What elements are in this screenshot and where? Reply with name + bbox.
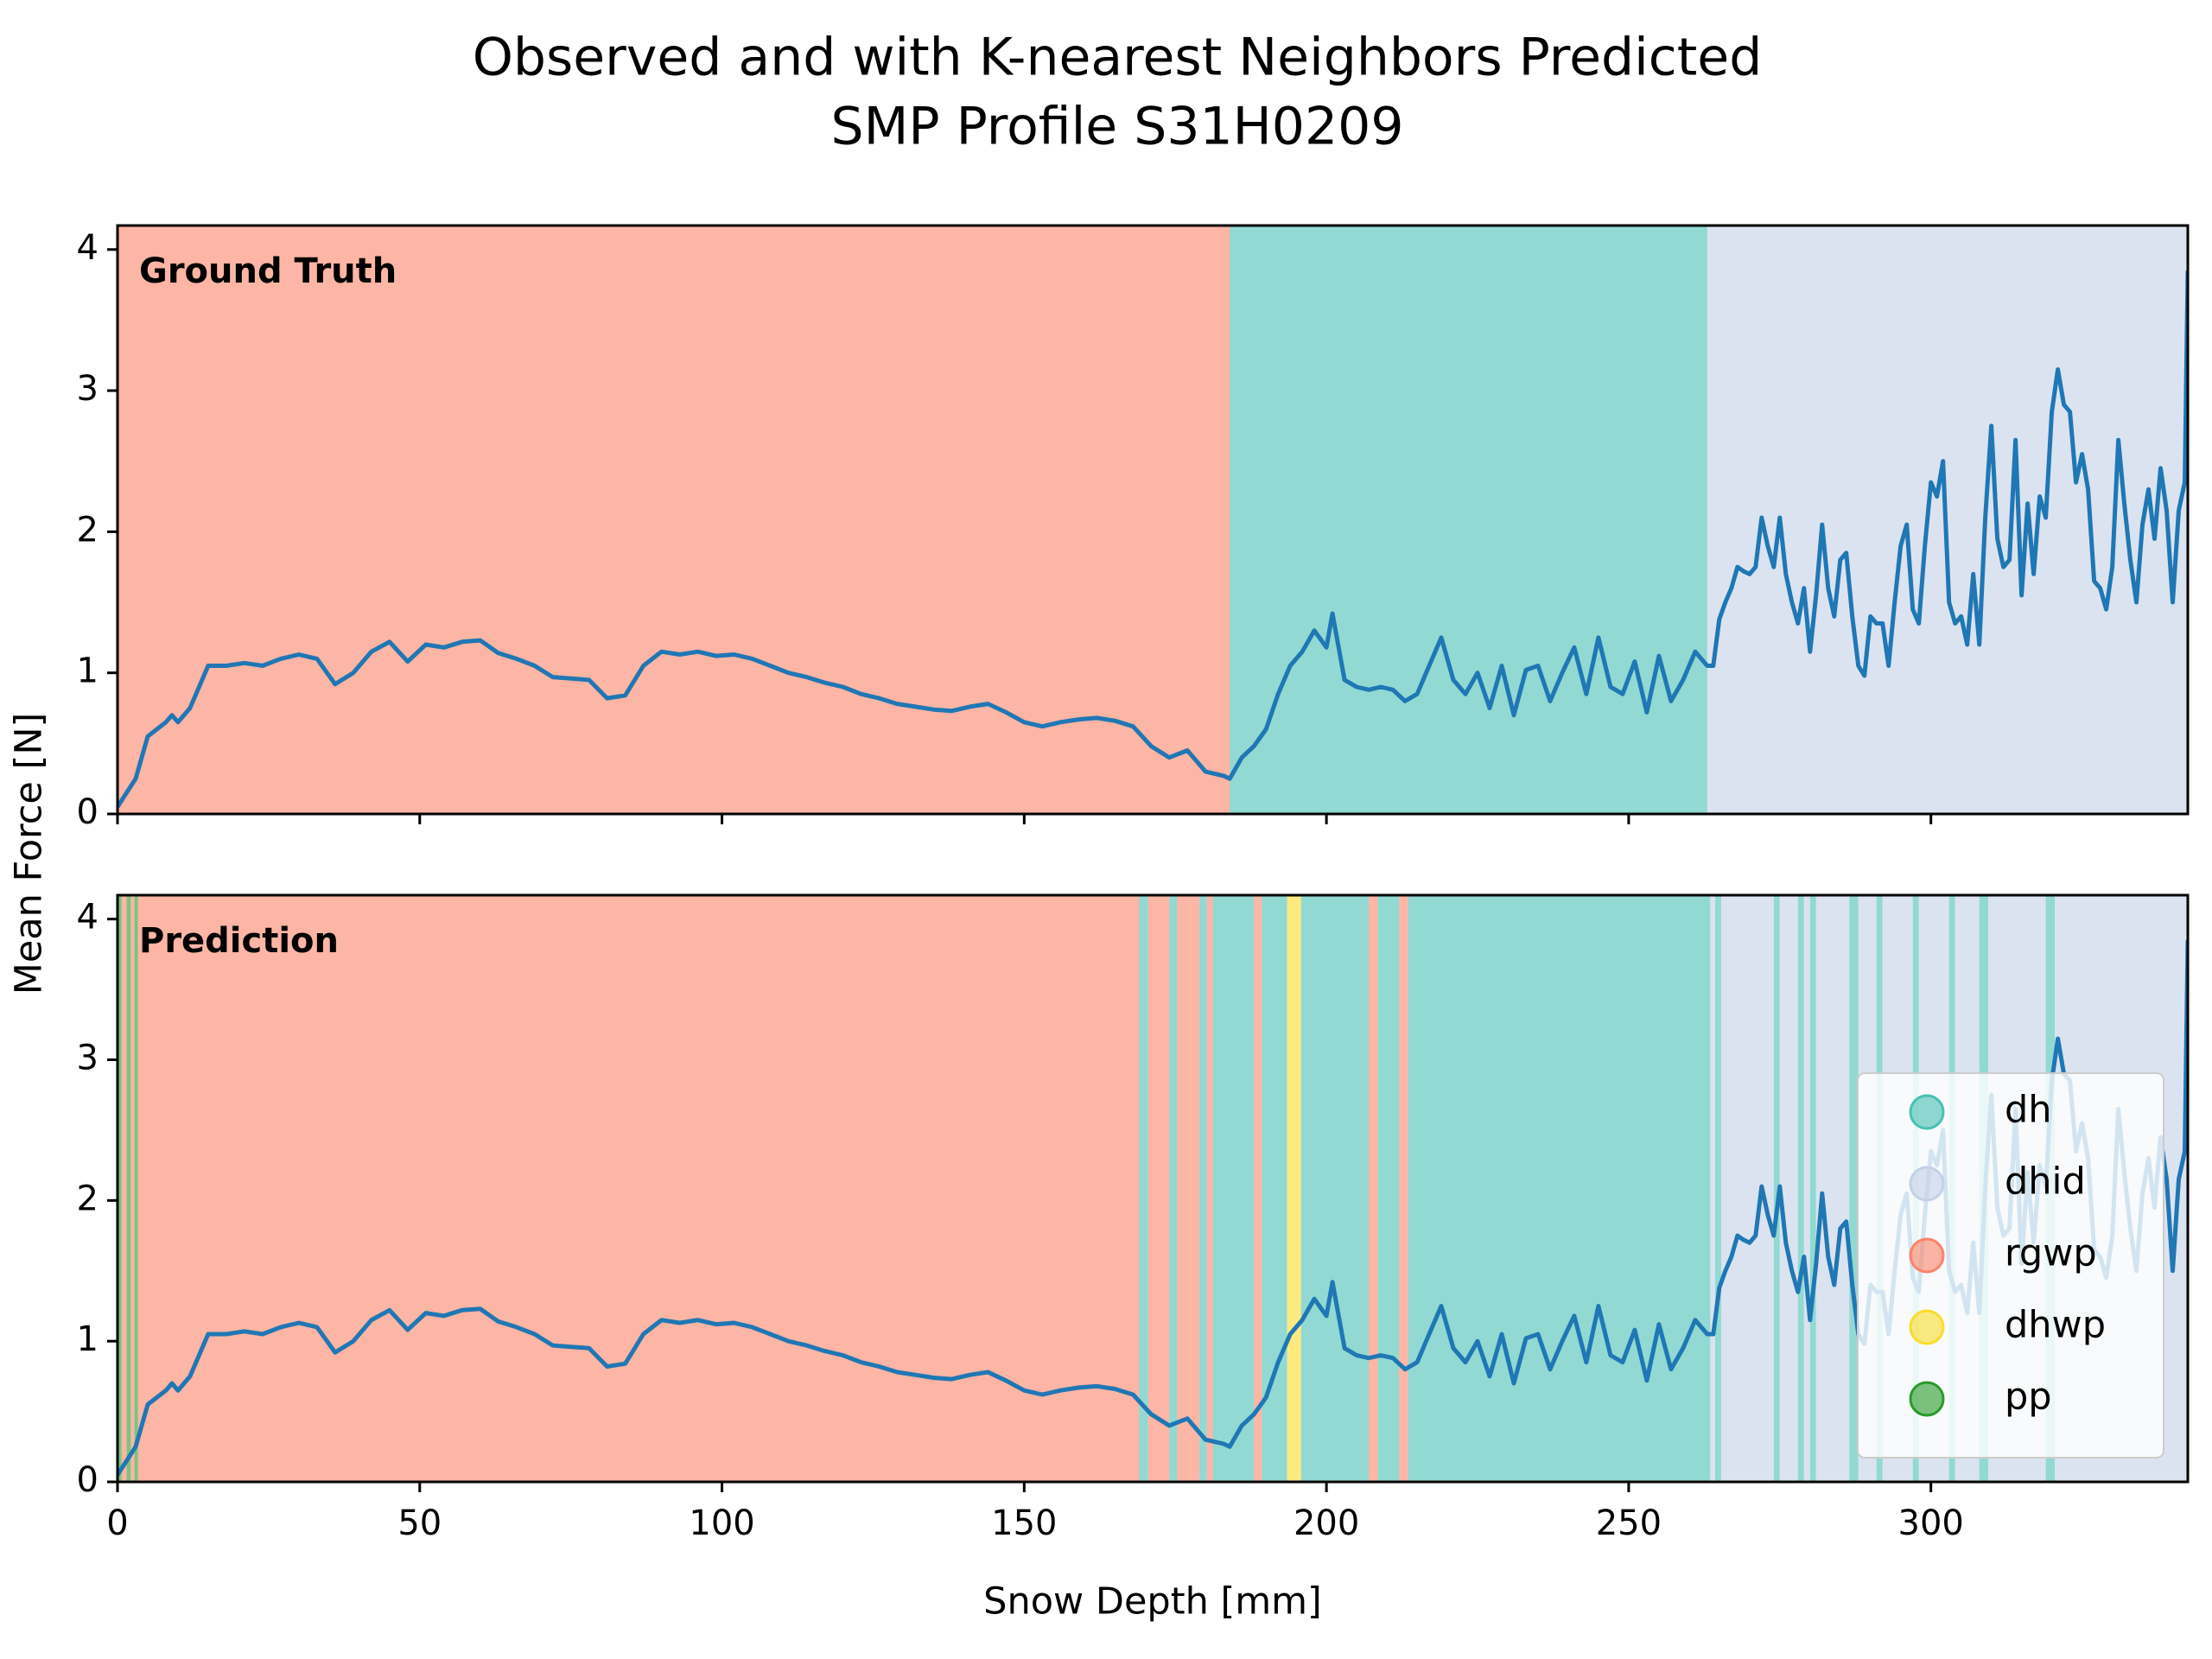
class-span — [1212, 895, 1255, 1482]
legend-marker — [1909, 1166, 1945, 1202]
class-span — [1206, 895, 1213, 1482]
y-tick-label: 2 — [77, 1179, 99, 1218]
legend-marker — [1909, 1094, 1945, 1130]
y-tick-label: 4 — [77, 228, 99, 268]
plot-area — [118, 895, 2188, 1482]
y-axis-label: Mean Force [N] — [8, 713, 51, 995]
panel-label: Prediction — [139, 921, 339, 961]
class-span — [1169, 895, 1178, 1482]
class-span — [1300, 895, 1370, 1482]
y-tick-label: 3 — [77, 1039, 99, 1078]
class-span — [1773, 895, 1780, 1482]
class-span — [130, 895, 135, 1482]
class-span — [1230, 226, 1707, 814]
chart-subtitle: SMP Profile S31H0209 — [831, 97, 1404, 157]
x-tick-label: 250 — [1596, 1503, 1662, 1543]
class-span — [1779, 895, 1798, 1482]
y-tick-label: 1 — [77, 652, 99, 691]
x-tick-label: 50 — [397, 1503, 442, 1543]
legend-label: dh — [2005, 1089, 2052, 1132]
legend-label: dhid — [2005, 1160, 2086, 1204]
class-span — [118, 226, 1230, 814]
x-tick-label: 300 — [1898, 1503, 1964, 1543]
class-span — [1710, 895, 1715, 1482]
x-tick-label: 200 — [1294, 1503, 1359, 1543]
class-span — [134, 895, 138, 1482]
class-span — [1849, 895, 1859, 1482]
class-span — [1199, 895, 1207, 1482]
axes-frame — [116, 893, 2190, 1484]
legend-label: dhwp — [2005, 1304, 2106, 1347]
legend-marker — [1909, 1309, 1945, 1345]
y-tick-label: 0 — [77, 1460, 99, 1500]
legend-label: pp — [2005, 1376, 2052, 1419]
class-span — [1377, 895, 1400, 1482]
force-line — [118, 270, 2188, 809]
class-span — [121, 895, 127, 1482]
x-tick-label: 0 — [106, 1503, 128, 1543]
class-span — [1809, 895, 1816, 1482]
legend-marker — [1909, 1237, 1945, 1274]
class-span — [126, 895, 131, 1482]
class-span — [1714, 895, 1721, 1482]
x-tick-label: 150 — [991, 1503, 1057, 1543]
y-tick-label: 2 — [77, 510, 99, 550]
y-tick-label: 1 — [77, 1319, 99, 1359]
class-span — [1254, 895, 1262, 1482]
class-span — [1408, 895, 1711, 1482]
axes-frame — [116, 224, 2190, 816]
chart-title: Observed and with K-nearest Neighbors Pr… — [473, 28, 1763, 88]
class-span — [1262, 895, 1287, 1482]
x-tick-label: 100 — [689, 1503, 754, 1543]
class-span — [137, 895, 1140, 1482]
plot-area — [118, 226, 2188, 814]
legend-marker — [1909, 1381, 1945, 1417]
legend-label: rgwp — [2005, 1232, 2097, 1275]
class-span — [118, 895, 122, 1482]
class-span — [1803, 895, 1810, 1482]
class-span — [1369, 895, 1378, 1482]
y-tick-label: 4 — [77, 898, 99, 938]
class-span — [1139, 895, 1148, 1482]
y-tick-label: 0 — [77, 792, 99, 832]
class-span — [1797, 895, 1804, 1482]
class-span — [1147, 895, 1170, 1482]
class-span — [1815, 895, 1850, 1482]
class-span — [1720, 895, 1774, 1482]
panel-label: Ground Truth — [139, 251, 397, 291]
class-span — [1177, 895, 1200, 1482]
class-span — [1287, 895, 1301, 1482]
y-tick-label: 3 — [77, 369, 99, 409]
x-axis-label: Snow Depth [mm] — [983, 1580, 1322, 1624]
class-span — [1399, 895, 1408, 1482]
